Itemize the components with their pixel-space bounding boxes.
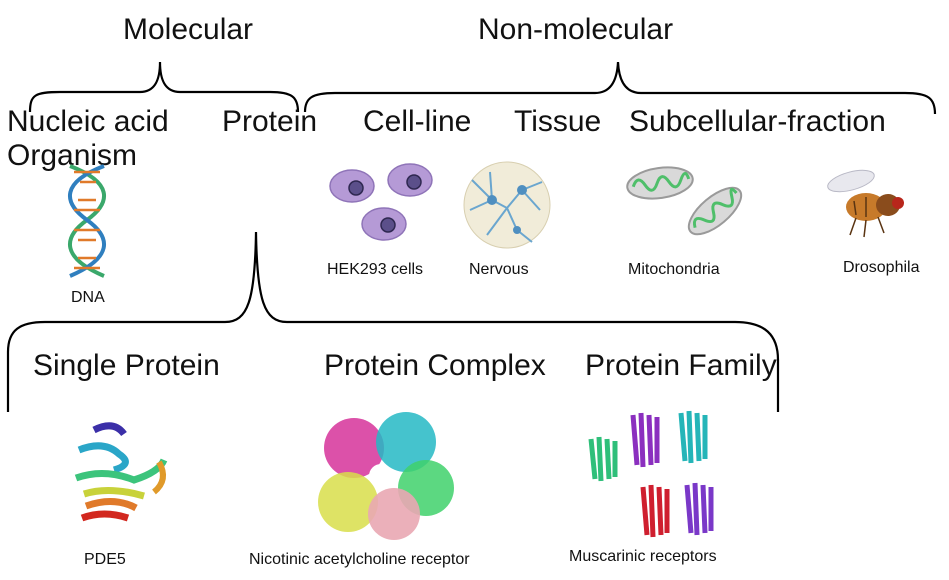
hek293-cells-icon [329, 163, 433, 241]
molecular-bracket [28, 61, 300, 113]
protein-label: Protein [222, 105, 318, 138]
hek293-caption: HEK293 cells [327, 261, 424, 278]
single-protein-label: Single Protein [33, 349, 220, 382]
non-molecular-bracket [303, 61, 937, 115]
protein-complex-label: Protein Complex [324, 349, 546, 382]
drosophila-icon [827, 169, 904, 238]
nicotinic-receptor-icon [318, 412, 454, 540]
nachr-caption: Nicotinic acetylcholine receptor [249, 551, 470, 568]
tissue-label: Tissue [514, 105, 602, 138]
drosophila-caption: Drosophila [843, 259, 920, 276]
dna-icon [68, 164, 106, 278]
protein-family-label: Protein Family [585, 349, 777, 382]
cell-line-label: Cell-line [363, 105, 472, 138]
molecular-label: Molecular [123, 13, 254, 46]
nervous-tissue-icon [463, 161, 551, 249]
dna-caption: DNA [71, 289, 105, 306]
mitochondria-icon [626, 166, 743, 236]
protein-bracket [6, 231, 780, 412]
muscarinic-caption: Muscarinic receptors [569, 548, 717, 565]
nucleic-acid-label: Nucleic acid [7, 105, 169, 138]
pde5-structure-icon [74, 422, 168, 522]
pde5-caption: PDE5 [84, 551, 126, 568]
subcellular-fraction-label: Subcellular-fraction [629, 105, 886, 138]
mitochondria-caption: Mitochondria [628, 261, 720, 278]
nervous-caption: Nervous [469, 261, 529, 278]
non-molecular-label: Non-molecular [478, 13, 674, 46]
muscarinic-receptors-icon [588, 410, 714, 538]
